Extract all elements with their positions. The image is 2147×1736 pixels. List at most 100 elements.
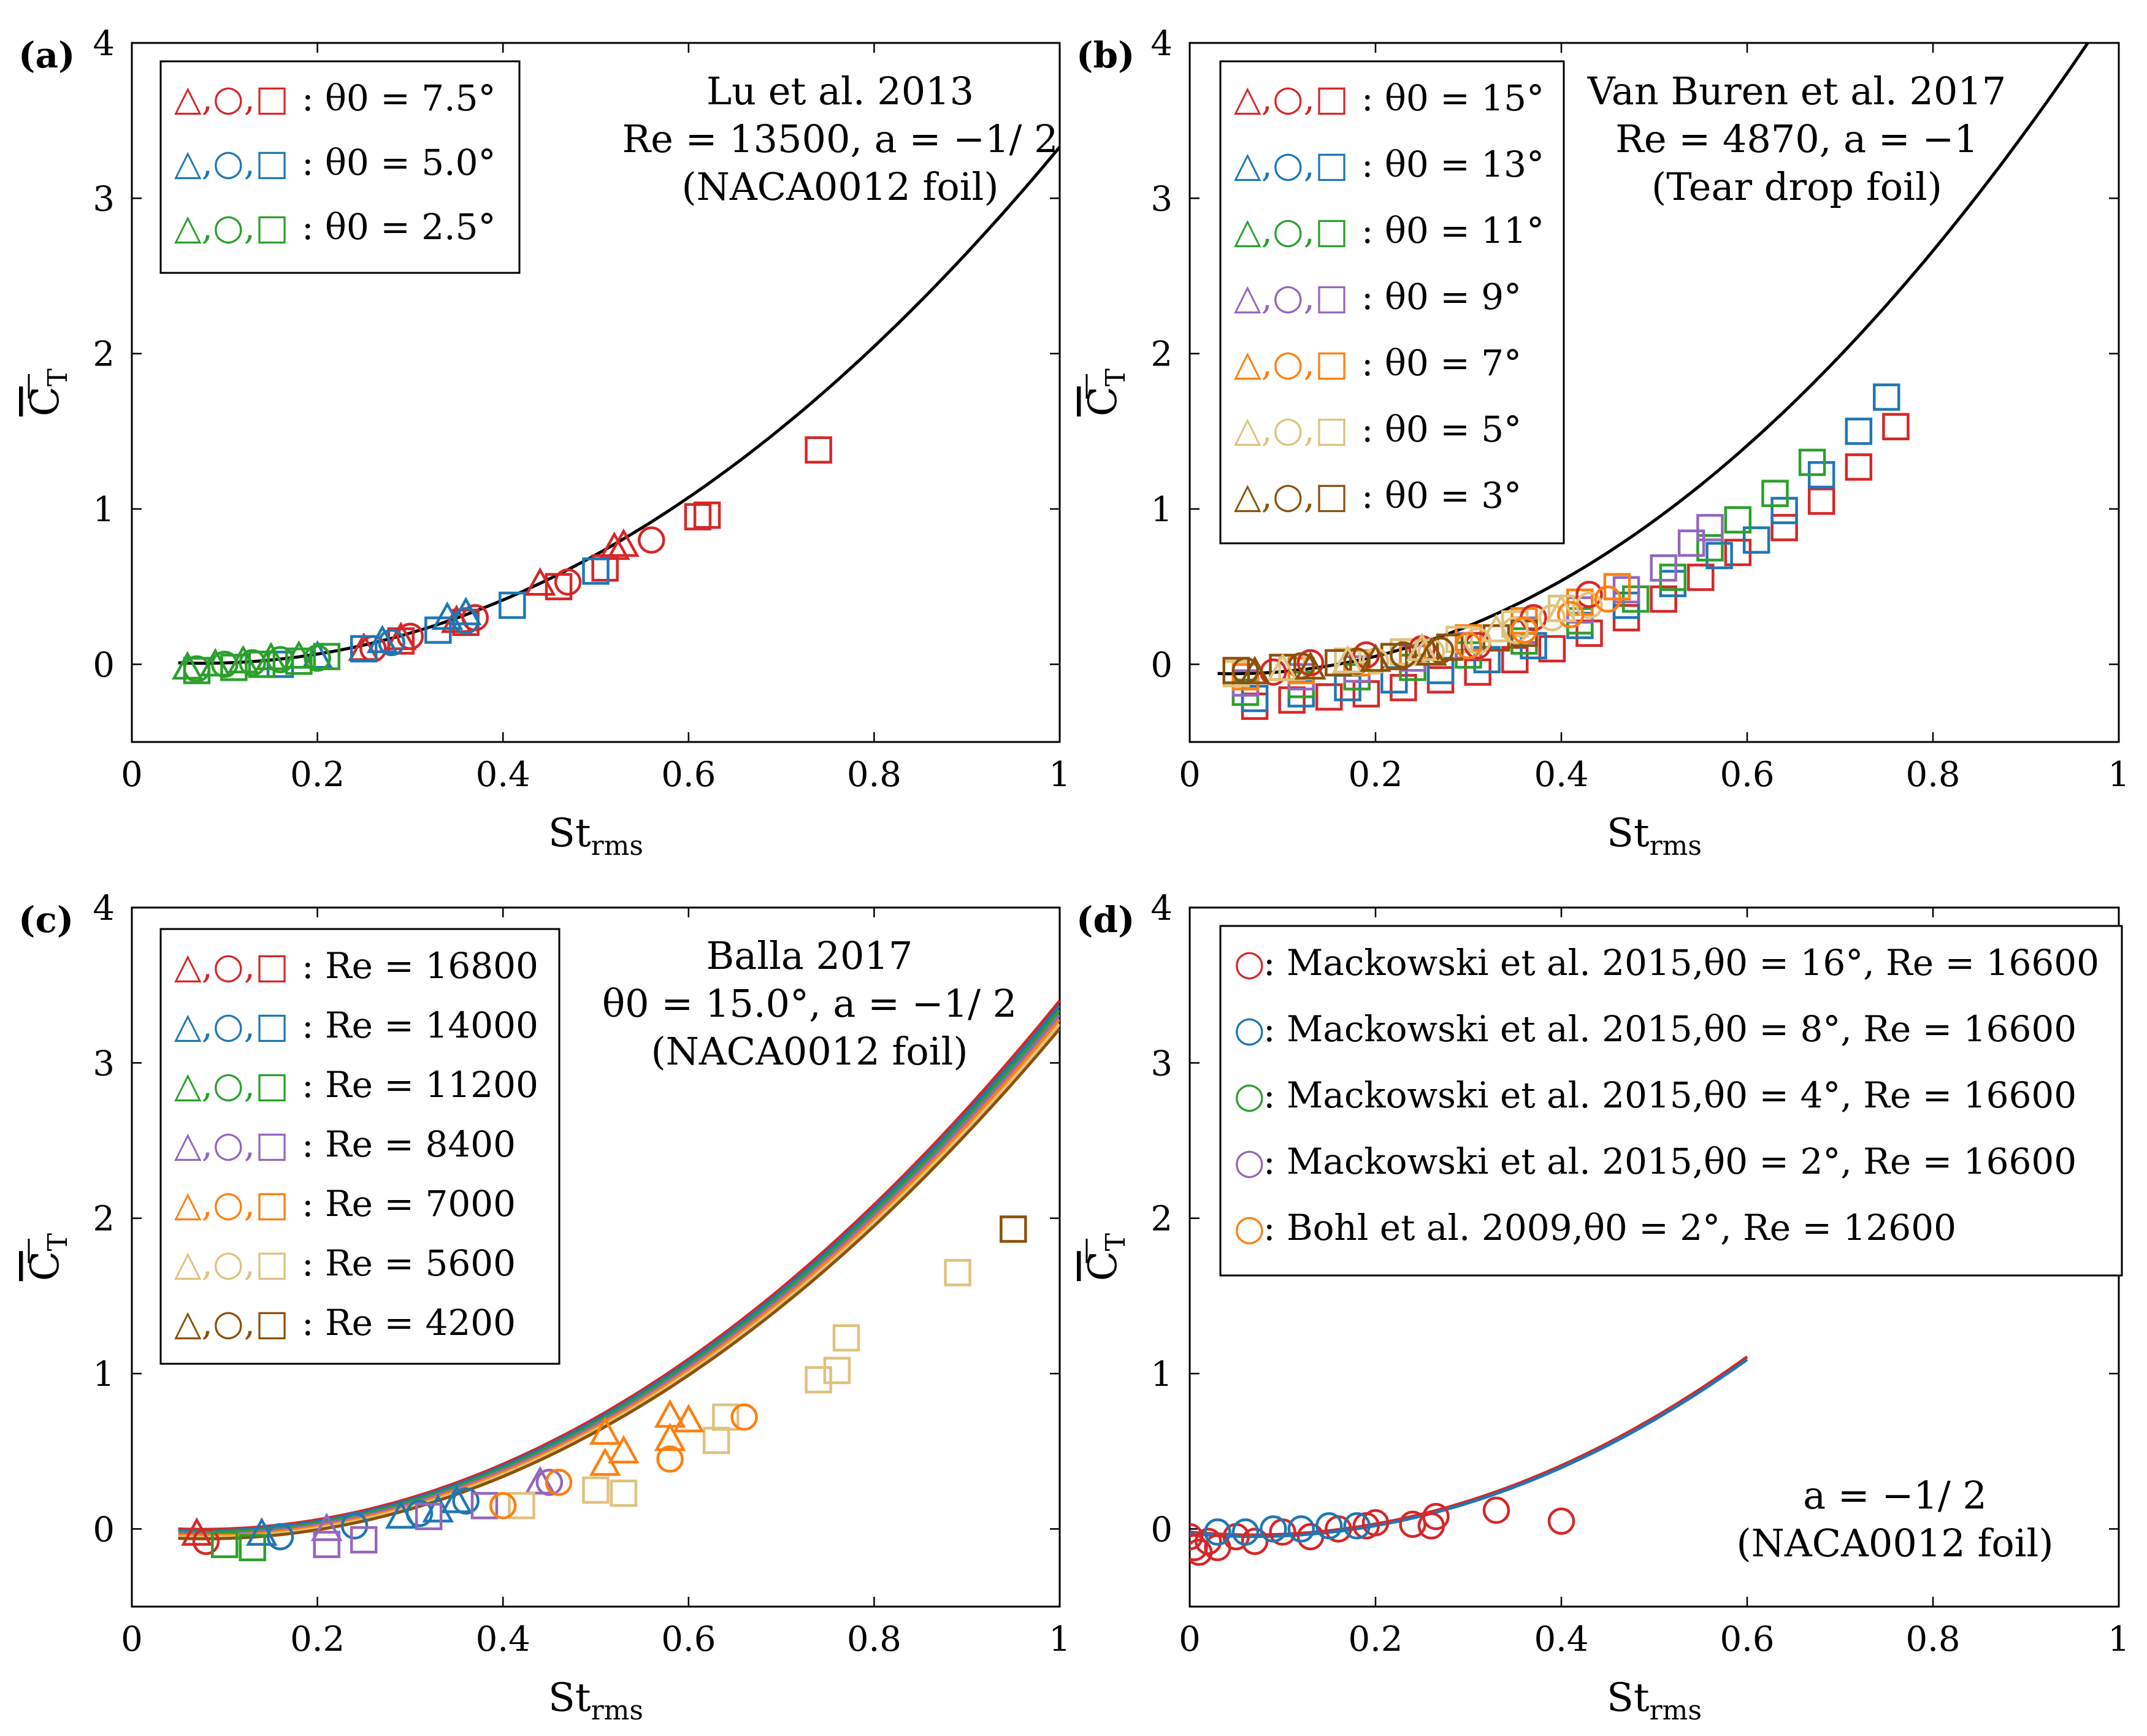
series-1 [1204, 1512, 1371, 1546]
y-axis-label-sub: T [1100, 369, 1131, 386]
legend-markers: ○ [1234, 1008, 1265, 1050]
data-point [378, 629, 405, 657]
data-point [1315, 683, 1343, 711]
annotation-line: Lu et al. 2013 [706, 69, 974, 113]
data-point [1687, 564, 1715, 591]
data-point [684, 503, 712, 530]
data-point [304, 644, 331, 672]
data-point [310, 1512, 343, 1542]
data-point [1287, 1515, 1315, 1543]
y-axis-label-main: C [23, 386, 68, 416]
legend-markers: △,○,□ [174, 1183, 289, 1225]
data-point [1501, 646, 1529, 673]
x-tick-label: 0.2 [290, 1619, 345, 1659]
legend-entry: △,○,□: θ0 = 5.0° [174, 142, 496, 183]
data-point [396, 622, 424, 650]
x-tick-label: 0.4 [476, 1619, 530, 1659]
legend-label: : Mackowski et al. 2015,θ0 = 4°, Re = 16… [1263, 1074, 2076, 1116]
series-11 [1266, 594, 1577, 681]
x-tick-label: 0.6 [661, 755, 716, 795]
y-tick-label: 4 [93, 889, 115, 928]
y-axis-label-sub: T [1100, 1233, 1131, 1251]
data-point [1538, 604, 1566, 632]
legend-entry: △,○,□: Re = 16800 [174, 945, 538, 987]
data-point [1510, 616, 1538, 644]
data-point [554, 568, 582, 596]
theory-curve-5 [178, 1018, 1060, 1537]
y-axis-label-main: C [1081, 1251, 1126, 1281]
data-point [1406, 632, 1438, 661]
data-point [1415, 637, 1447, 666]
data-point [693, 501, 721, 529]
theory-curve-6 [178, 1023, 1060, 1539]
legend-markers: △,○,□ [1234, 210, 1349, 251]
legend-label: : θ0 = 9° [1361, 276, 1521, 318]
data-point [1455, 632, 1482, 660]
data-point [1331, 644, 1364, 674]
data-point [638, 526, 665, 554]
panel-label: (c) [18, 899, 74, 941]
legend-entry: △,○,□: Re = 14000 [174, 1004, 538, 1046]
x-tick-label: 0 [1179, 755, 1201, 795]
data-point [1845, 418, 1873, 445]
y-axis-label: CT [23, 369, 74, 416]
series-8 [508, 1259, 971, 1520]
data-point [730, 1403, 758, 1431]
legend-markers: △,○,□ [174, 1242, 289, 1284]
x-tick-label: 0 [121, 755, 143, 795]
x-tick-label: 0.2 [1348, 1619, 1403, 1659]
data-point [1343, 1512, 1371, 1540]
legend-label: : Mackowski et al. 2015,θ0 = 2°, Re = 16… [1263, 1141, 2076, 1182]
y-axis-label: CT [1081, 369, 1131, 416]
data-point [183, 657, 211, 684]
x-axis-label-main: St [1607, 1675, 1650, 1721]
legend-markers: ○ [1234, 1141, 1265, 1182]
x-tick-label: 0.6 [661, 1619, 716, 1659]
data-point [350, 1526, 378, 1554]
x-axis-label: Strms [548, 811, 643, 862]
legend-entry: △,○,□ : θ0 = 9° [1234, 276, 1521, 318]
data-point [440, 1485, 473, 1513]
data-point [545, 1469, 573, 1496]
legend-box [1219, 925, 2123, 1277]
data-point [1000, 1215, 1027, 1243]
data-point [470, 1492, 499, 1520]
series-10 [589, 1399, 705, 1476]
x-tick-label: 0.4 [1534, 755, 1588, 795]
x-tick-label: 0.6 [1720, 1619, 1774, 1659]
legend-markers: △,○,□ [1234, 475, 1349, 516]
panel-label: (d) [1076, 899, 1135, 941]
y-tick-label: 1 [93, 490, 115, 530]
y-tick-label: 4 [1150, 889, 1173, 928]
plot-frame [1188, 42, 2120, 743]
data-point [1882, 413, 1910, 440]
legend-label: : Re = 4200 [302, 1302, 516, 1344]
legend-label: : θ0 = 13° [1361, 143, 1544, 185]
x-axis-label: Strms [548, 1675, 643, 1726]
panel-c: 0 0.2 0.4 0.6 0.8 1 0 1 2 3 4 Strms CT (c) △,○,□: Re =… [18, 889, 1071, 1726]
legend-entry: △,○,□ : θ0 = 7° [1234, 342, 1521, 384]
legend-entry: △,○,□: θ0 = 7.5° [174, 77, 496, 119]
data-point [1260, 1515, 1287, 1543]
y-tick-label: 3 [93, 179, 115, 219]
legend-markers: △,○,□ [174, 1302, 289, 1344]
x-axis-label-main: St [1607, 811, 1650, 856]
legend-label: : θ0 = 11° [1361, 210, 1544, 251]
data-point [192, 1528, 220, 1555]
data-point [1480, 613, 1512, 643]
legend-entry: △,○,□ : Re = 7000 [174, 1183, 516, 1225]
x-tick-label: 0.4 [476, 755, 530, 795]
data-point [1770, 497, 1798, 524]
series-5 [266, 557, 610, 678]
x-tick-label: 0.6 [1720, 755, 1774, 795]
legend-label: : θ0 = 5° [1361, 408, 1521, 450]
data-point [654, 1399, 686, 1428]
panel-b: 0 0.2 0.4 0.6 0.8 1 0 1 2 3 4 Strms CT (b) △,○,□: θ0 =… [1076, 24, 2130, 862]
data-point [656, 1445, 684, 1473]
panel-a: 0 0.2 0.4 0.6 0.8 1 0 1 2 3 4 Strms CT (a) △,○,□: θ0 =… [18, 24, 1071, 862]
data-point [805, 436, 832, 464]
x-tick-label: 0.8 [1905, 1619, 1960, 1659]
x-tick-label: 0.8 [1905, 755, 1960, 795]
x-axis-label-sub: rms [1650, 830, 1702, 862]
data-point [591, 554, 619, 582]
